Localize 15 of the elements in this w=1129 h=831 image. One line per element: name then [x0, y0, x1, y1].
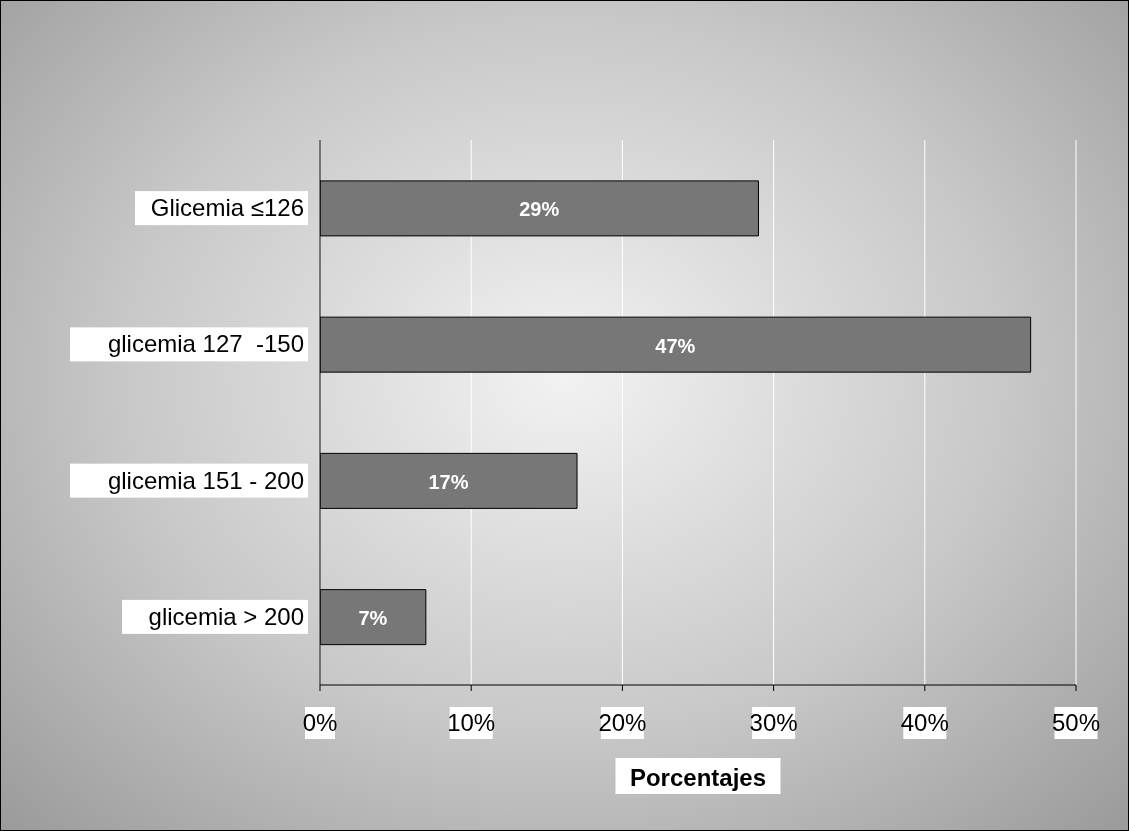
x-tick-label: 10%: [447, 709, 496, 736]
y-tick-label: glicemia > 200: [148, 602, 304, 630]
data-label: 7%: [358, 607, 388, 630]
x-axis-title: Porcentajes: [629, 764, 767, 791]
x-tick-label: 40%: [900, 709, 949, 736]
x-tick-label: 20%: [598, 709, 647, 736]
y-tick-label: glicemia 151 - 200: [107, 466, 304, 494]
x-tick-label: 50%: [1051, 709, 1101, 736]
data-label: 29%: [519, 198, 560, 221]
data-label: 47%: [655, 334, 696, 357]
y-tick-label: glicemia 127 -150: [107, 330, 304, 358]
y-tick-label: Glicemia ≤126: [150, 194, 304, 222]
x-tick-label: 0%: [302, 709, 338, 736]
x-tick-label: 30%: [749, 709, 798, 736]
data-label: 17%: [428, 470, 469, 493]
